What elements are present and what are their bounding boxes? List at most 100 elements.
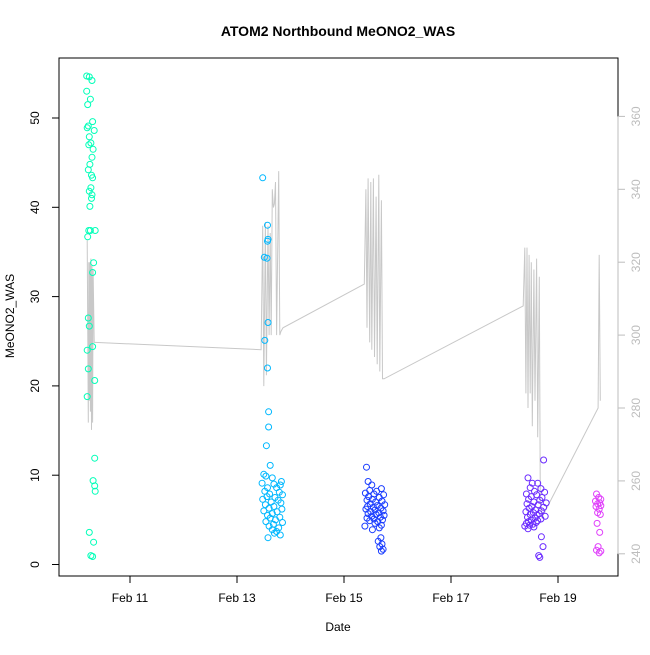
- data-point: [276, 531, 284, 539]
- data-point: [366, 517, 374, 525]
- data-point: [88, 77, 96, 84]
- data-point: [85, 141, 93, 149]
- data-point: [526, 521, 534, 529]
- data-point: [88, 153, 96, 161]
- data-point: [91, 227, 99, 234]
- data-point: [595, 549, 603, 557]
- data-point: [525, 495, 533, 503]
- y2-tick-label: 260: [629, 471, 643, 491]
- data-point: [361, 522, 369, 530]
- x-axis-label: Date: [325, 620, 351, 634]
- data-point: [261, 336, 269, 344]
- data-point: [272, 516, 279, 524]
- data-point: [534, 479, 542, 487]
- data-point: [88, 194, 95, 202]
- data-point: [89, 118, 97, 126]
- data-point: [528, 479, 536, 487]
- data-point: [277, 478, 285, 485]
- secondary-line-layer: [86, 171, 601, 519]
- x-tick-label: Feb 13: [218, 591, 256, 605]
- data-point: [86, 95, 94, 103]
- data-point: [377, 547, 385, 555]
- data-point: [261, 501, 269, 509]
- y2-tick-label: 300: [629, 325, 643, 345]
- data-point: [259, 495, 267, 503]
- data-point: [89, 553, 97, 560]
- data-point: [380, 511, 388, 519]
- data-point: [524, 525, 532, 533]
- data-point: [89, 174, 97, 182]
- data-point: [91, 487, 99, 495]
- data-point: [265, 423, 273, 431]
- y2-tick-label: 280: [629, 398, 643, 418]
- data-point: [84, 233, 92, 241]
- data-point: [539, 543, 547, 551]
- secondary-series-line: [86, 171, 601, 519]
- data-point: [260, 470, 268, 478]
- data-point: [379, 507, 387, 515]
- x-tick-label: Feb 17: [432, 591, 470, 605]
- data-point: [273, 528, 281, 535]
- data-point: [596, 511, 604, 518]
- secondary-y-axis: 240 260 280 300 320 340 360: [617, 106, 643, 564]
- x-axis: Feb 11 Feb 13 Feb 15 Feb 17 Feb 19: [112, 575, 577, 605]
- data-point: [596, 528, 604, 536]
- data-point: [262, 442, 270, 450]
- data-point: [531, 487, 538, 495]
- x-tick-label: Feb 19: [539, 591, 577, 605]
- data-point: [364, 478, 372, 485]
- data-point: [537, 485, 545, 493]
- data-point: [264, 319, 272, 326]
- data-point: [526, 484, 534, 492]
- data-point: [535, 552, 543, 560]
- y-tick-label: 30: [28, 290, 42, 304]
- data-point: [536, 553, 544, 561]
- data-point: [279, 491, 286, 499]
- data-point: [260, 507, 268, 515]
- data-point: [379, 516, 386, 524]
- data-point: [597, 502, 605, 510]
- data-point: [593, 490, 600, 498]
- data-point: [268, 510, 276, 518]
- data-point: [375, 524, 383, 532]
- data-point: [258, 479, 266, 487]
- data-point: [524, 474, 532, 482]
- data-point: [85, 528, 93, 536]
- data-point: [84, 101, 92, 109]
- data-point: [90, 538, 98, 546]
- data-point: [86, 227, 94, 234]
- data-point: [87, 184, 95, 192]
- data-point: [594, 543, 602, 551]
- data-point: [381, 501, 389, 509]
- data-point: [268, 526, 276, 534]
- data-point: [368, 526, 376, 534]
- data-point: [84, 166, 92, 174]
- data-point: [264, 534, 272, 542]
- data-point: [84, 365, 92, 373]
- data-point: [275, 524, 283, 532]
- y-tick-label: 0: [28, 561, 42, 568]
- data-point: [84, 314, 92, 322]
- data-point: [89, 145, 97, 153]
- data-point: [91, 482, 99, 490]
- data-point: [265, 504, 273, 512]
- data-point: [593, 519, 601, 527]
- y-tick-label: 50: [28, 111, 42, 125]
- x-tick-label: Feb 15: [325, 591, 363, 605]
- data-point: [83, 124, 91, 132]
- data-point: [89, 343, 97, 351]
- data-point: [90, 259, 98, 267]
- y-axis: 0 10 20 30 40 50: [28, 111, 60, 568]
- y2-tick-label: 240: [629, 543, 643, 563]
- data-point: [264, 237, 271, 245]
- data-point: [534, 517, 542, 525]
- data-point: [87, 139, 95, 147]
- data-point: [83, 87, 91, 95]
- data-point: [88, 191, 96, 199]
- data-point: [267, 498, 275, 506]
- data-point: [363, 463, 370, 471]
- data-point: [263, 254, 271, 262]
- data-point: [273, 508, 281, 516]
